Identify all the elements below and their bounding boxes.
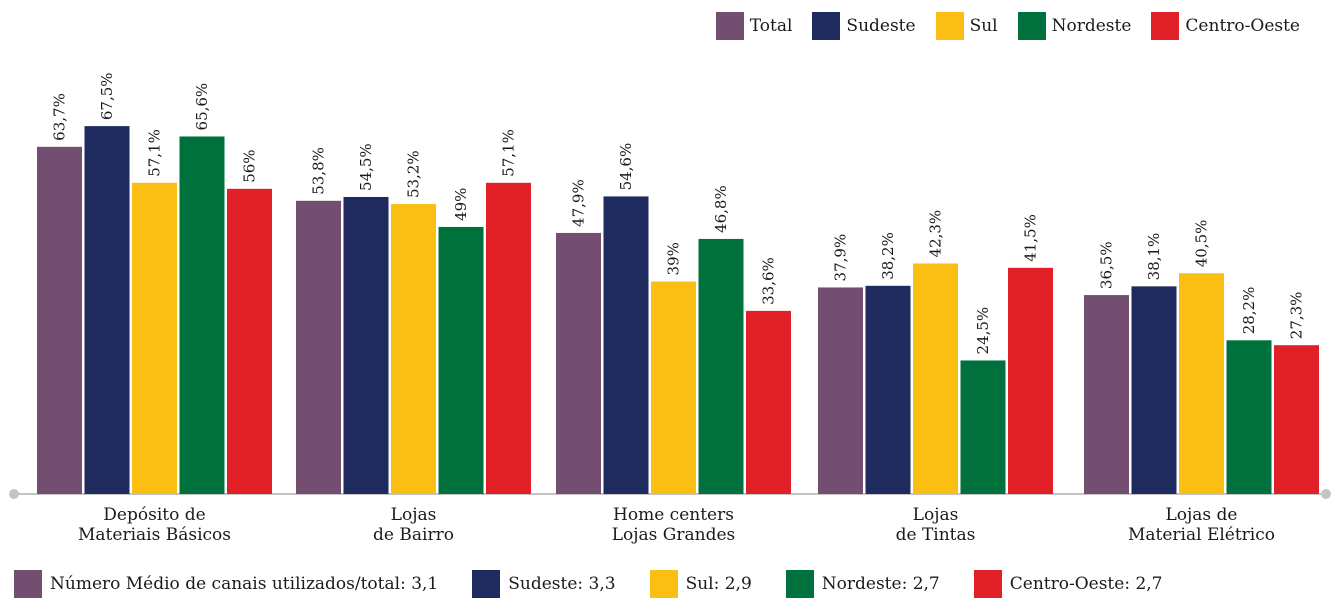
average-swatch-sudeste (472, 570, 501, 598)
data-label: 41,5% (1022, 214, 1040, 262)
bar-total-1 (296, 200, 341, 495)
average-channels-sudeste: Sudeste: 3,3 (472, 570, 616, 598)
legend-swatch-centro-oeste (1151, 12, 1180, 40)
data-label: 39% (665, 242, 683, 275)
data-label: 37,9% (832, 234, 850, 282)
data-label: 54,6% (617, 143, 635, 191)
bar-sudeste-3 (865, 285, 911, 494)
bar-sul-0 (132, 182, 177, 494)
bar-sudeste-4 (1131, 286, 1177, 494)
data-label: 28,2% (1240, 287, 1258, 335)
data-label: 53,8% (310, 147, 328, 195)
average-label-sul: Sul: 2,9 (685, 574, 752, 594)
bar-total-2 (556, 232, 601, 494)
legend-label-total: Total (749, 16, 793, 36)
average-channels-sul: Sul: 2,9 (649, 570, 752, 598)
bar-sul-4 (1179, 273, 1224, 494)
legend-label-sul: Sul (969, 16, 998, 36)
data-label: 65,6% (193, 83, 211, 131)
bar-centro-oeste-3 (1008, 267, 1053, 494)
data-label: 36,5% (1098, 241, 1116, 289)
axis-end-dot-left (9, 489, 19, 499)
legend-item-sul: Sul (935, 12, 998, 40)
legend-item-centro-oeste: Centro-Oeste (1151, 12, 1300, 40)
data-label: 63,7% (51, 93, 69, 141)
data-label: 24,5% (974, 307, 992, 355)
data-label: 38,2% (879, 232, 897, 280)
bar-centro-oeste-4 (1274, 345, 1319, 494)
data-label: 53,2% (405, 150, 423, 198)
bar-nordeste-3 (960, 360, 1006, 494)
bar-sudeste-0 (84, 126, 130, 494)
data-label: 57,1% (500, 129, 518, 177)
bar-centro-oeste-1 (486, 182, 531, 494)
bar-total-4 (1084, 295, 1129, 494)
bar-nordeste-4 (1226, 340, 1272, 494)
legend-swatch-nordeste (1017, 12, 1046, 40)
legend-swatch-sul (935, 12, 964, 40)
legend-top: Total Sudeste Sul Nordeste Centro-Oeste (696, 12, 1300, 40)
category-label: Lojas de (1165, 505, 1237, 525)
category-label: Material Elétrico (1128, 525, 1275, 545)
category-label: Lojas (913, 505, 959, 525)
data-label: 42,3% (927, 210, 945, 258)
legend-label-sudeste: Sudeste (846, 16, 916, 36)
category-label: Home centers (613, 505, 734, 525)
category-label: Lojas Grandes (612, 525, 736, 545)
average-swatch-nordeste (785, 570, 814, 598)
axis-end-dot-right (1321, 489, 1331, 499)
average-label-total: Número Médio de canais utilizados/total:… (50, 574, 439, 594)
data-label: 27,3% (1288, 292, 1306, 340)
bar-total-0 (37, 146, 82, 494)
data-label: 46,8% (712, 185, 730, 233)
category-label: de Bairro (373, 525, 454, 545)
bar-centro-oeste-0 (227, 188, 272, 495)
legend-label-nordeste: Nordeste (1051, 16, 1132, 36)
data-label: 49% (452, 188, 470, 221)
bar-sudeste-2 (603, 196, 649, 494)
bar-sul-3 (913, 263, 958, 494)
data-label: 56% (241, 149, 259, 182)
data-label: 40,5% (1193, 220, 1211, 268)
legend-item-nordeste: Nordeste (1017, 12, 1132, 40)
category-label: Materiais Básicos (78, 525, 231, 545)
data-label: 67,5% (98, 72, 116, 120)
bar-nordeste-2 (698, 238, 744, 494)
legend-bottom: Número Médio de canais utilizados/total:… (14, 570, 1196, 598)
average-swatch-centro-oeste (973, 570, 1002, 598)
bar-sul-1 (391, 204, 436, 494)
data-label: 54,5% (357, 143, 375, 191)
average-label-nordeste: Nordeste: 2,7 (821, 574, 940, 594)
legend-item-total: Total (715, 12, 793, 40)
average-swatch-total (14, 570, 42, 598)
data-label: 33,6% (760, 257, 778, 305)
average-label-centro-oeste: Centro-Oeste: 2,7 (1009, 574, 1163, 594)
legend-swatch-total (715, 12, 744, 40)
average-channels-nordeste: Nordeste: 2,7 (785, 570, 940, 598)
average-swatch-sul (649, 570, 678, 598)
bar-total-3 (818, 287, 863, 494)
bar-sul-2 (651, 281, 696, 494)
average-label-sudeste: Sudeste: 3,3 (508, 574, 616, 594)
bar-centro-oeste-2 (746, 310, 791, 494)
data-label: 38,1% (1145, 233, 1163, 281)
legend-label-centro-oeste: Centro-Oeste (1185, 16, 1300, 36)
bar-sudeste-1 (343, 196, 389, 494)
category-label: Lojas (391, 505, 437, 525)
legend-item-sudeste: Sudeste (812, 12, 916, 40)
data-label: 47,9% (570, 179, 588, 227)
legend-swatch-sudeste (812, 12, 841, 40)
bar-nordeste-1 (438, 226, 484, 494)
data-label: 57,1% (146, 129, 164, 177)
category-label: Depósito de (103, 505, 205, 525)
category-label: de Tintas (896, 525, 976, 545)
average-channels-total: Número Médio de canais utilizados/total:… (14, 570, 438, 598)
average-channels-centro-oeste: Centro-Oeste: 2,7 (973, 570, 1163, 598)
bar-nordeste-0 (179, 136, 225, 495)
